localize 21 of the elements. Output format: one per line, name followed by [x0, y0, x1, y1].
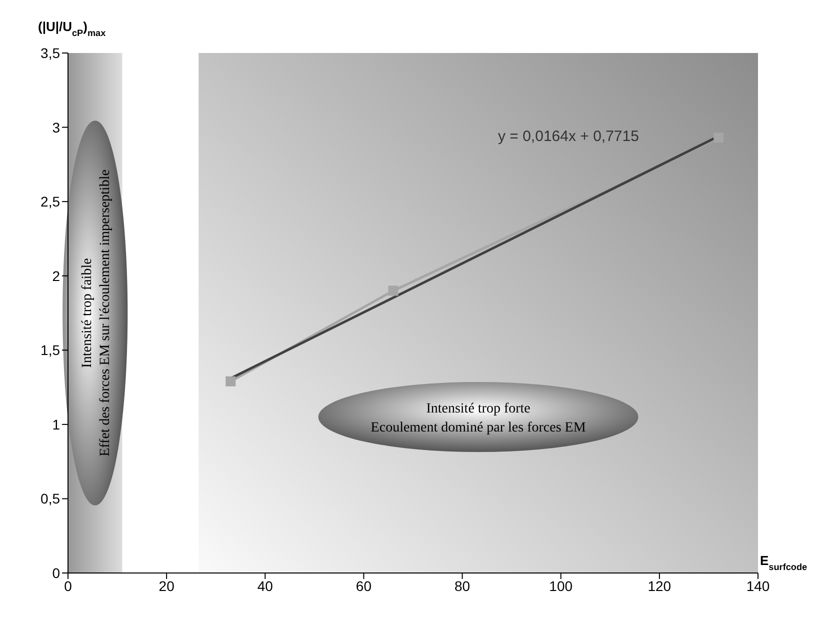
- y-tick-label: 0: [52, 564, 60, 581]
- x-axis-title: E$_{surfcode}$: [760, 553, 808, 572]
- x-tick-label: 20: [158, 578, 175, 594]
- y-tick-label: 1,5: [40, 342, 60, 358]
- x-tick-label: 0: [64, 578, 72, 594]
- x-tick-label: 140: [746, 578, 770, 594]
- band-label: Intensité trop faible Effet des forces EM sur l'écoulement imperseptible: [80, 170, 114, 456]
- y-tick-label: 1: [52, 416, 60, 432]
- y-tick-label: 2: [52, 268, 60, 284]
- y-tick-label: 3: [52, 119, 60, 136]
- x-tick-label: 100: [549, 578, 573, 594]
- x-tick-label: 60: [356, 578, 372, 594]
- x-tick-label: 120: [648, 578, 672, 594]
- y-tick-label: 2,5: [40, 194, 60, 210]
- annotation: y = 0,0164x + 0,7715: [498, 128, 639, 145]
- x-tick-label: 80: [454, 578, 470, 594]
- y-tick-label: 0,5: [40, 490, 60, 507]
- band-label: Intensité trop forte Ecoulement dominé par les forces EM: [370, 402, 586, 436]
- y-tick-label: 3,5: [40, 44, 60, 61]
- x-tick-label: 40: [257, 578, 274, 594]
- y-axis-title: (|U|/U$_{cP}$)$_{max}$: [38, 19, 106, 38]
